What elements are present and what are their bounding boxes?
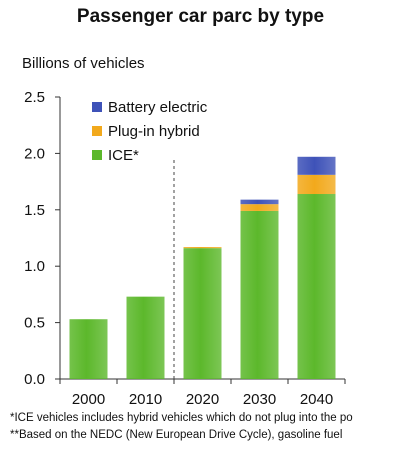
bar-plug-in-hybrid-2020 (183, 247, 222, 249)
legend-label: ICE* (108, 147, 139, 164)
y-tick-label: 0.5 (24, 315, 45, 332)
bar-ice-2010 (126, 296, 165, 379)
x-tick-label: 2040 (300, 391, 333, 408)
bar-plug-in-hybrid-2040 (297, 174, 336, 195)
bar-ice-2040 (297, 194, 336, 379)
y-tick-label: 1.0 (24, 258, 45, 275)
bar-ice-2000 (69, 319, 108, 379)
x-tick-label: 2020 (186, 391, 219, 408)
x-tick-label: 2000 (72, 391, 105, 408)
x-tick-label: 2010 (129, 391, 162, 408)
y-tick-label: 1.5 (24, 202, 45, 219)
legend-swatch (92, 102, 102, 112)
chart-title: Passenger car parc by type (76, 6, 325, 27)
bars (69, 156, 336, 379)
y-axis-label: Billions of vehicles (22, 55, 145, 72)
footnote-ice: *ICE vehicles includes hybrid vehicles w… (10, 412, 353, 424)
y-axis: 0.0 0.5 1.0 1.5 2.0 2.5 (24, 89, 61, 388)
y-tick-label: 2.0 (24, 145, 45, 162)
bar-ice-2030 (240, 210, 279, 379)
bar-battery-electric-2030 (240, 199, 279, 205)
y-tick-label: 2.5 (24, 89, 45, 106)
footnote-nedc: **Based on the NEDC (New European Drive … (10, 429, 343, 441)
x-tick-label: 2030 (243, 391, 276, 408)
legend: Battery electric Plug-in hybrid ICE* (92, 99, 208, 164)
legend-swatch (92, 126, 102, 136)
legend-label: Battery electric (108, 99, 208, 116)
bar-plug-in-hybrid-2030 (240, 204, 279, 211)
legend-label: Plug-in hybrid (108, 123, 200, 140)
bar-ice-2020 (183, 248, 222, 379)
bar-battery-electric-2040 (297, 156, 336, 175)
y-tick-label: 0.0 (24, 371, 45, 388)
legend-swatch (92, 150, 102, 160)
